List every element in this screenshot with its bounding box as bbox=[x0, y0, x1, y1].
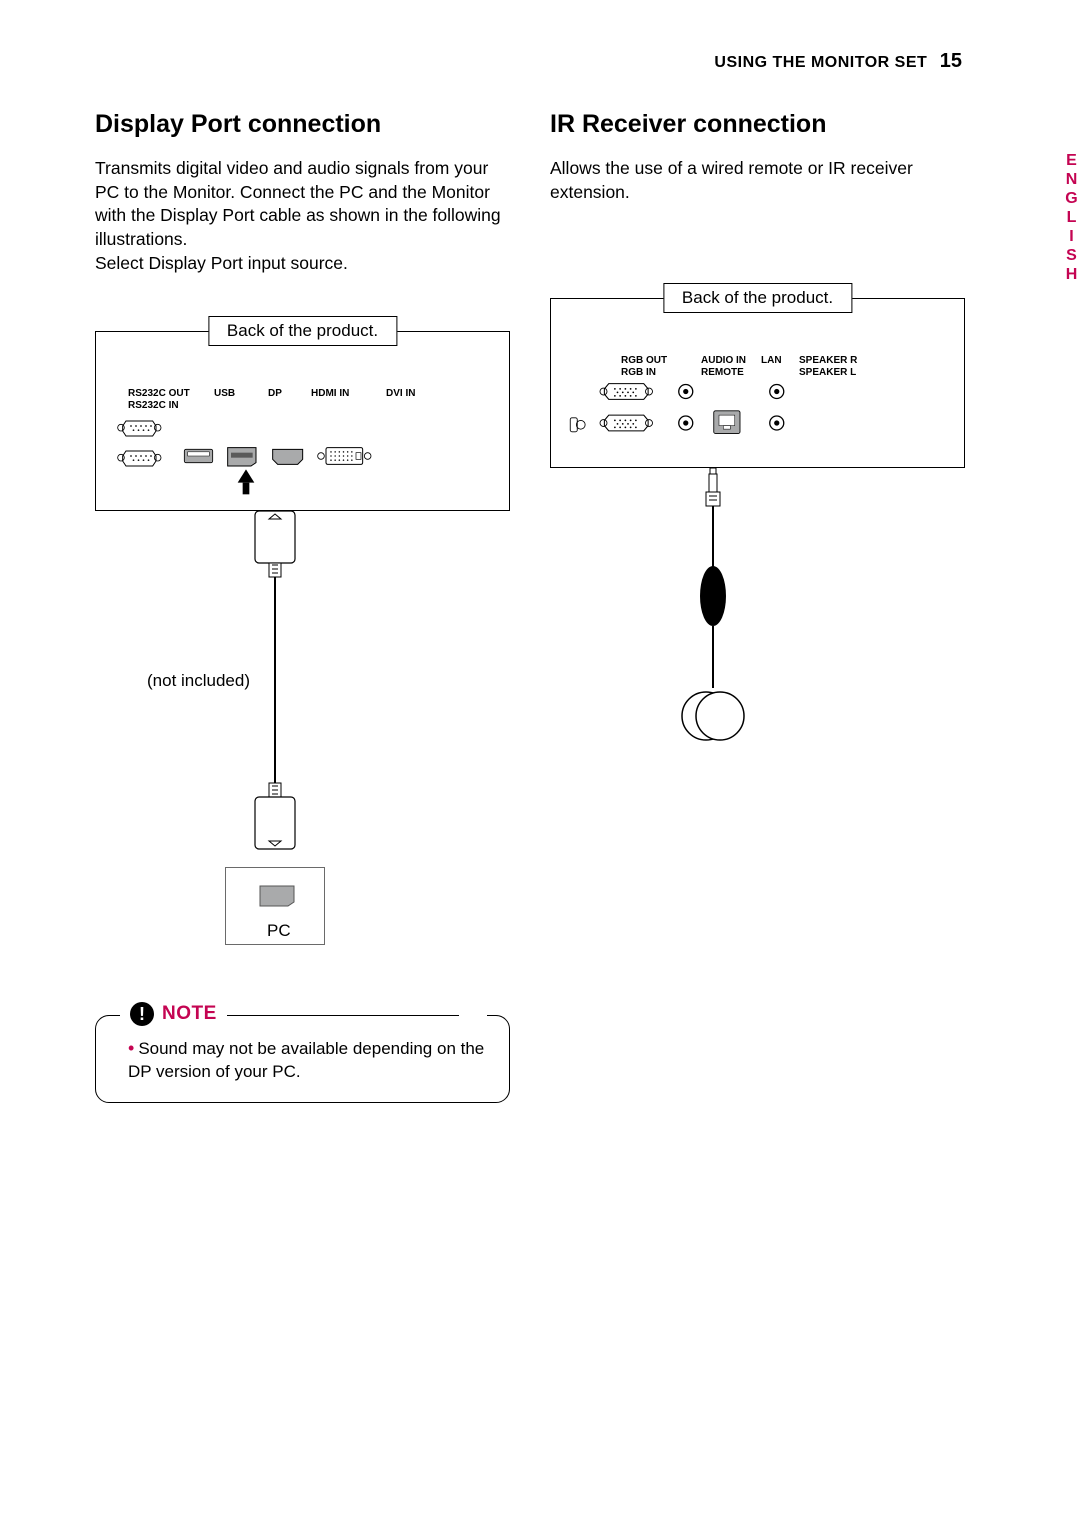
bullet-icon: • bbox=[128, 1038, 134, 1058]
label-speaker-l: SPEAKER L bbox=[799, 367, 856, 378]
pc-port-icon bbox=[226, 874, 326, 914]
ir-cable-svg bbox=[550, 468, 965, 808]
note-header: ! NOTE bbox=[120, 1002, 227, 1026]
cable-area-left: (not included) PC bbox=[95, 511, 510, 971]
label-rs232c-out: RS232C OUT bbox=[128, 388, 190, 399]
content-area: Display Port connection Transmits digita… bbox=[95, 110, 965, 1103]
ports-svg-right bbox=[551, 381, 849, 451]
note-text: Sound may not be available depending on … bbox=[128, 1039, 484, 1081]
ports-svg-left bbox=[96, 416, 379, 496]
label-rgb-out: RGB OUT bbox=[621, 355, 667, 366]
note-rule-decor bbox=[459, 1015, 487, 1017]
label-remote: REMOTE bbox=[701, 367, 744, 378]
section-title: USING THE MONITOR SET bbox=[714, 54, 927, 71]
label-dvi-in: DVI IN bbox=[386, 388, 415, 399]
right-body: Allows the use of a wired remote or IR r… bbox=[550, 157, 965, 204]
label-hdmi-in: HDMI IN bbox=[311, 388, 349, 399]
cable-area-right bbox=[550, 468, 965, 808]
page-number: 15 bbox=[940, 50, 962, 72]
left-diagram-panel: Back of the product. RS232C OUT RS232C I… bbox=[95, 331, 510, 511]
label-lan: LAN bbox=[761, 355, 782, 366]
right-heading: IR Receiver connection bbox=[550, 110, 965, 139]
not-included-label: (not included) bbox=[147, 671, 250, 691]
label-speaker-r: SPEAKER R bbox=[799, 355, 857, 366]
language-tab: ENGLISH bbox=[1042, 150, 1080, 270]
label-audio-in: AUDIO IN bbox=[701, 355, 746, 366]
note-body: •Sound may not be available depending on… bbox=[128, 1036, 489, 1084]
label-rs232c-in: RS232C IN bbox=[128, 400, 179, 411]
label-dp: DP bbox=[268, 388, 282, 399]
left-body: Transmits digital video and audio signal… bbox=[95, 157, 510, 275]
note-icon: ! bbox=[130, 1002, 154, 1026]
page-header: USING THE MONITOR SET 15 bbox=[714, 50, 962, 73]
left-heading: Display Port connection bbox=[95, 110, 510, 139]
note-box: ! NOTE •Sound may not be available depen… bbox=[95, 1015, 510, 1103]
left-column: Display Port connection Transmits digita… bbox=[95, 110, 510, 1103]
label-rgb-in: RGB IN bbox=[621, 367, 656, 378]
pc-label: PC bbox=[267, 921, 291, 941]
right-column: IR Receiver connection Allows the use of… bbox=[550, 110, 965, 1103]
right-caption: Back of the product. bbox=[663, 283, 852, 313]
label-usb: USB bbox=[214, 388, 235, 399]
left-caption: Back of the product. bbox=[208, 316, 397, 346]
note-title: NOTE bbox=[162, 1003, 217, 1025]
right-diagram-panel: Back of the product. RGB OUT RGB IN AUDI… bbox=[550, 298, 965, 468]
